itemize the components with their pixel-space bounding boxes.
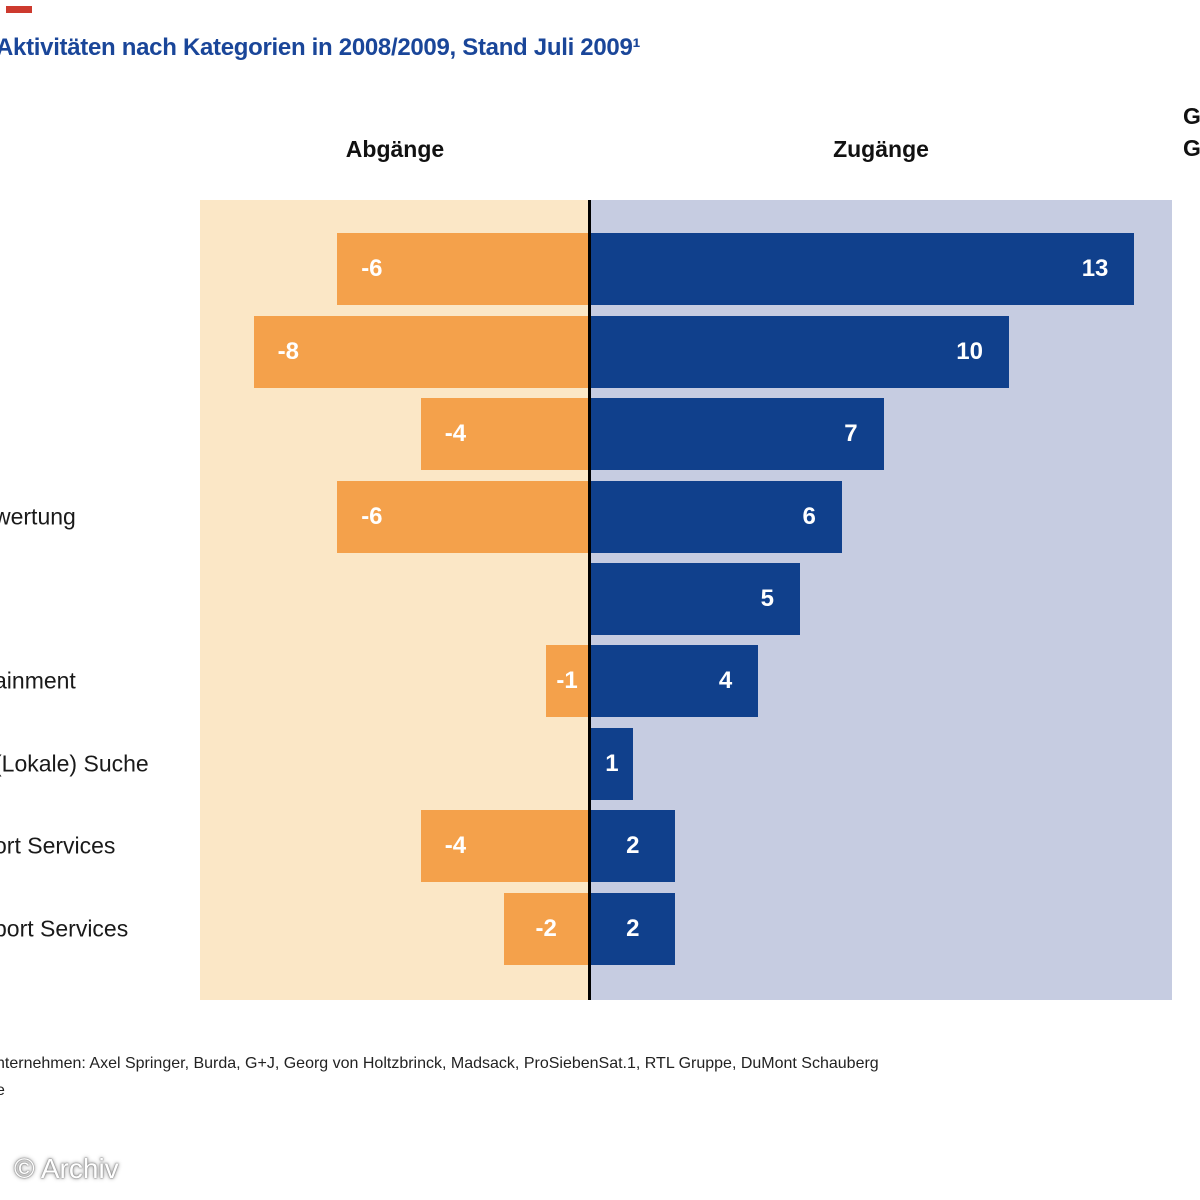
- abgaenge-bar: -8: [253, 315, 588, 388]
- zugaenge-value-label: 2: [626, 832, 640, 860]
- chart-rows: -6 13 -8 10 -4 7 wertung -6 6 5 ainment -1 4 (Lokale)…: [0, 200, 1172, 1000]
- zugaenge-value-label: 6: [802, 502, 816, 530]
- abgaenge-bar: -6: [337, 480, 588, 553]
- abgaenge-bar: -2: [504, 892, 588, 965]
- abgaenge-bar: -1: [546, 645, 588, 718]
- footnote-line1: nternehmen: Axel Springer, Burda, G+J, G…: [0, 1055, 879, 1072]
- column-header-zugaenge: Zugänge: [833, 136, 929, 162]
- category-label: port Services: [0, 915, 129, 942]
- zugaenge-bar: 5: [591, 562, 800, 635]
- zugaenge-value-label: 1: [605, 749, 619, 777]
- chart-row: ort Services -4 2: [0, 805, 1172, 887]
- zugaenge-bar: 7: [591, 398, 884, 471]
- column-header-abgaenge: Abgänge: [345, 136, 445, 162]
- category-label: ort Services: [0, 832, 116, 859]
- abgaenge-bar: -4: [420, 398, 588, 471]
- abgaenge-bar: -4: [420, 810, 588, 883]
- top-right-clipped-line1: G: [1183, 103, 1200, 129]
- abgaenge-bar: -6: [337, 233, 588, 306]
- archiv-watermark: © Archiv: [14, 1153, 119, 1184]
- zugaenge-bar: 13: [591, 233, 1135, 306]
- abgaenge-value-label: -4: [444, 832, 467, 860]
- abgaenge-value-label: -4: [444, 420, 467, 448]
- chart-row: -4 7: [0, 393, 1172, 475]
- footnote-line2: e: [0, 1082, 5, 1099]
- top-right-clipped-line2: G: [1183, 135, 1200, 161]
- red-mark: [6, 6, 32, 13]
- zugaenge-value-label: 10: [956, 337, 983, 365]
- zugaenge-value-label: 2: [626, 914, 640, 942]
- zugaenge-value-label: 13: [1081, 255, 1109, 283]
- abgaenge-value-label: -2: [535, 914, 557, 942]
- chart-row: wertung -6 6: [0, 475, 1172, 557]
- category-label: wertung: [0, 503, 76, 530]
- abgaenge-value-label: -1: [556, 667, 578, 695]
- abgaenge-value-label: -6: [361, 255, 383, 283]
- zugaenge-bar: 2: [591, 892, 675, 965]
- zugaenge-value-label: 7: [844, 420, 858, 448]
- chart-row: ainment -1 4: [0, 640, 1172, 722]
- zugaenge-bar: 2: [591, 810, 675, 883]
- chart-row: -6 13: [0, 228, 1172, 310]
- chart-row: -8 10: [0, 310, 1172, 392]
- abgaenge-value-label: -6: [361, 502, 383, 530]
- chart-row: port Services -2 2: [0, 888, 1172, 970]
- category-label: ainment: [0, 667, 76, 694]
- zero-axis-line: [588, 200, 591, 1000]
- top-right-clipped-text: G G: [1183, 100, 1200, 164]
- zugaenge-bar: 10: [591, 315, 1009, 388]
- category-label: (Lokale) Suche: [0, 750, 149, 777]
- chart-row: 5: [0, 558, 1172, 640]
- abgaenge-value-label: -8: [277, 337, 299, 365]
- zugaenge-bar: 1: [591, 727, 633, 800]
- chart-row: (Lokale) Suche 1: [0, 723, 1172, 805]
- page-title: Aktivitäten nach Kategorien in 2008/2009…: [0, 34, 641, 61]
- zugaenge-bar: 6: [591, 480, 842, 553]
- zugaenge-value-label: 4: [718, 667, 733, 695]
- zugaenge-value-label: 5: [760, 584, 774, 612]
- zugaenge-bar: 4: [591, 645, 759, 718]
- diverging-bar-chart: -6 13 -8 10 -4 7 wertung -6 6 5 ainment -1 4 (Lokale)…: [0, 200, 1172, 1000]
